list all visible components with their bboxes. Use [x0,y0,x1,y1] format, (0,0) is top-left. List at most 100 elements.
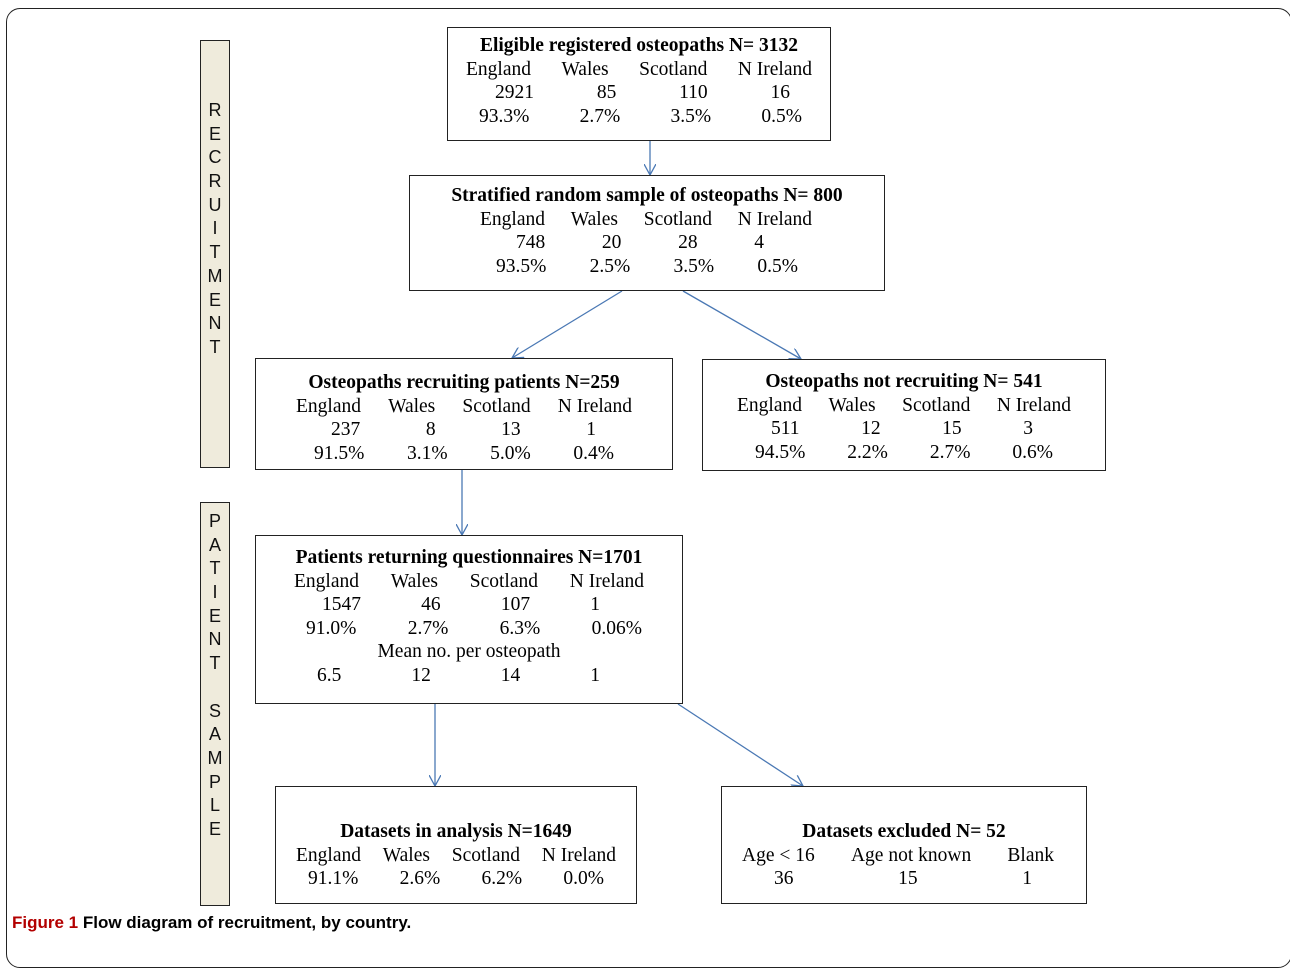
count-age-not-known: 15 [898,868,918,889]
figure-caption-text: Flow diagram of recruitment, by country. [78,913,412,932]
box-patients-returning-questionnaires: Patients returning questionnaires N=1701… [255,535,683,704]
side-letter: C [208,147,222,168]
percent-england: 91.0% [306,617,357,639]
header-england: England [480,208,545,230]
count-wales: 8 [425,419,436,440]
header-england: England [296,844,361,866]
header-row: Age < 16 Age not known Blank [736,844,1072,868]
percent-row: 91.0% 2.7% 6.3% 0.06% [274,617,664,641]
count-england: 511 [771,418,800,439]
percent-row: 91.1% 2.6% 6.2% 0.0% [290,867,622,891]
percent-scotland: 5.0% [490,442,531,464]
percent-scotland: 6.3% [499,617,541,639]
count-wales: 12 [861,418,881,439]
percent-wales: 2.7% [407,617,449,639]
mean-n-ireland: 1 [590,664,600,686]
side-letter: A [208,534,221,555]
percent-wales: 2.2% [847,441,888,463]
percent-n-ireland: 0.0% [563,868,604,889]
box-title: Osteopaths recruiting patients N=259 [308,372,620,393]
side-letter: T [209,653,221,674]
header-scotland: Scotland [451,844,520,866]
count-age-under-16: 36 [774,868,794,889]
header-england: England [294,570,359,592]
box-stratified-sample: Stratified random sample of osteopaths N… [409,175,885,291]
percent-n-ireland: 0.6% [1012,441,1053,463]
percent-row: 93.5% 2.5% 3.5% 0.5% [430,255,864,279]
count-scotland: 15 [942,418,962,439]
header-row: England Wales Scotland N Ireland [723,394,1085,418]
count-wales: 20 [601,232,622,253]
percent-row: 93.3% 2.7% 3.5% 0.5% [462,105,816,129]
count-n-ireland: 1 [586,419,596,440]
header-wales: Wales [570,208,618,230]
side-letter: T [209,558,221,579]
side-letter: I [212,218,218,239]
count-blank: 1 [1022,868,1032,889]
mean-england: 6.5 [317,664,342,686]
side-letter: S [208,700,221,721]
header-wales: Wales [388,395,436,417]
count-england: 748 [516,232,546,253]
header-row: England Wales Scotland N Ireland [430,208,864,232]
mean-scotland: 14 [500,664,521,686]
percent-wales: 2.5% [589,255,631,277]
side-letter: I [212,582,218,603]
side-letter: M [207,265,223,286]
header-row: England Wales Scotland N Ireland [462,58,816,82]
side-letter: P [208,511,221,531]
count-scotland: 107 [500,594,531,615]
count-england: 2921 [495,82,534,103]
count-row: 1547 46 107 1 [274,593,664,617]
side-letter: E [208,289,221,310]
box-osteopaths-recruiting: Osteopaths recruiting patients N=259 Eng… [255,358,673,470]
figure-caption: Figure 1 Flow diagram of recruitment, by… [12,913,411,933]
percent-england: 94.5% [755,441,806,463]
side-letter: R [208,100,222,120]
box-title: Eligible registered osteopaths N= 3132 [479,35,799,56]
header-age-not-known: Age not known [850,844,972,866]
percent-england: 93.3% [479,105,530,127]
count-row: 511 12 15 3 [723,417,1085,441]
header-scotland: Scotland [639,58,708,80]
percent-england: 93.5% [496,255,547,277]
header-scotland: Scotland [462,395,531,417]
side-letter: N [208,313,222,334]
count-row: 36 15 1 [736,867,1072,891]
box-osteopaths-not-recruiting: Osteopaths not recruiting N= 541 England… [702,359,1106,471]
arrow-sample-to-not-recruiting [682,290,801,359]
count-n-ireland: 4 [754,232,764,253]
header-age-under-16: Age < 16 [742,844,815,866]
count-n-ireland: 16 [770,82,790,103]
count-wales: 46 [421,594,441,615]
arrow-patients-to-excluded [677,703,803,786]
box-title: Datasets in analysis N=1649 [340,821,572,842]
count-england: 237 [331,419,361,440]
side-letter: T [209,242,221,263]
box-datasets-in-analysis: Datasets in analysis N=1649 England Wale… [275,786,637,904]
header-n-ireland: N Ireland [541,844,616,866]
count-row: 237 8 13 1 [276,418,652,442]
side-letter: P [208,771,221,792]
box-title: Patients returning questionnaires N=1701 [295,547,643,568]
count-wales: 85 [596,82,617,103]
header-scotland: Scotland [643,208,712,230]
percent-wales: 2.7% [579,105,621,127]
box-title: Datasets excluded N= 52 [802,821,1006,842]
header-wales: Wales [382,844,430,866]
side-letter: E [208,123,221,144]
arrow-sample-to-recruiting [512,290,623,358]
box-title: Osteopaths not recruiting N= 541 [765,371,1043,392]
mean-wales: 12 [411,664,431,686]
percent-wales: 3.1% [406,442,448,464]
box-eligible-osteopaths: Eligible registered osteopaths N= 3132 E… [447,27,831,141]
flow-arrows [0,141,1290,943]
header-n-ireland: N Ireland [737,58,812,80]
percent-row: 94.5% 2.2% 2.7% 0.6% [723,441,1085,465]
side-letter: M [207,747,223,768]
header-wales: Wales [561,58,609,80]
percent-n-ireland: 0.06% [591,617,642,639]
side-letter: T [209,336,221,357]
percent-row: 91.5% 3.1% 5.0% 0.4% [276,442,652,466]
